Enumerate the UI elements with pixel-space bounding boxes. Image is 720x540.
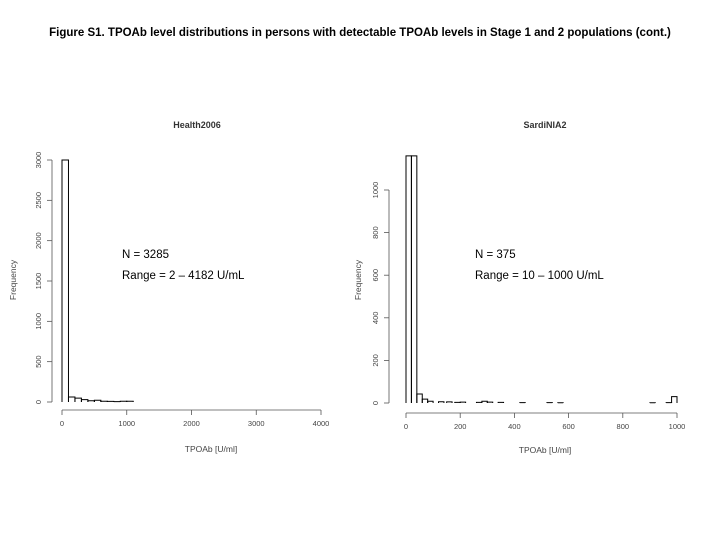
sardinia2-bar xyxy=(475,401,483,403)
health2006-bar xyxy=(126,400,134,402)
health2006-y-tick-label: 2500 xyxy=(34,192,43,209)
sardinia2-bar xyxy=(481,400,488,403)
sardinia2-x-label: TPOAb [U/ml] xyxy=(519,445,571,455)
health2006-x-label: TPOAb [U/ml] xyxy=(185,444,237,454)
health2006-y-label: Frequency xyxy=(8,259,18,300)
sardinia2-bar xyxy=(446,401,453,403)
health2006-x-tick-label: 0 xyxy=(60,419,64,428)
sardinia2-y-tick-label: 400 xyxy=(371,312,380,325)
sardinia2-x-tick-label: 0 xyxy=(404,422,408,431)
sardinia2-bar xyxy=(405,155,412,403)
sardinia2-y-tick-label: 200 xyxy=(371,354,380,367)
sardinia2-bar xyxy=(486,401,494,403)
sardinia2-y-label: Frequency xyxy=(353,259,363,300)
sardinia2-bar xyxy=(427,400,434,403)
sardinia2-bar xyxy=(416,393,423,403)
sardinia2-y-tick-label: 0 xyxy=(371,401,380,405)
health2006-range-label: Range = 2 – 4182 U/mL xyxy=(122,270,245,282)
sardinia2-bar xyxy=(454,401,461,403)
health2006-x-tick-label: 4000 xyxy=(313,419,330,428)
sardinia2-bar xyxy=(410,155,418,403)
sardinia2-x-tick-label: 200 xyxy=(454,422,467,431)
sardinia2-bar xyxy=(671,396,678,403)
health2006-y-tick-label: 3000 xyxy=(34,152,43,169)
health2006-x-tick-label: 1000 xyxy=(118,419,135,428)
sardinia2-bar xyxy=(497,401,505,403)
sardinia2-y-tick-label: 1000 xyxy=(371,182,380,199)
health2006-y-tick-label: 2000 xyxy=(34,232,43,249)
health2006-x-tick-label: 2000 xyxy=(183,419,200,428)
health2006-title: Health2006 xyxy=(173,120,221,130)
sardinia2-y-tick-label: 800 xyxy=(371,226,380,239)
sardinia2-x-tick-label: 800 xyxy=(617,422,630,431)
health2006-y-tick-label: 0 xyxy=(34,400,43,404)
sardinia2-title: SardiNIA2 xyxy=(523,120,566,130)
health2006-y-tick-label: 500 xyxy=(34,355,43,368)
health2006-bar xyxy=(61,159,69,402)
sardinia2-x-tick-label: 600 xyxy=(562,422,575,431)
sardinia2-x-tick-label: 1000 xyxy=(669,422,686,431)
sardinia2-n-label: N = 375 xyxy=(475,249,516,261)
health2006-y-tick-label: 1500 xyxy=(34,273,43,290)
sardinia2-bar xyxy=(438,401,445,403)
health2006-n-label: N = 3285 xyxy=(122,249,169,261)
health2006-y-tick-label: 1000 xyxy=(34,313,43,330)
sardinia2-bar xyxy=(459,401,467,403)
sardinia2-y-tick-label: 600 xyxy=(371,269,380,282)
health2006-x-tick-label: 3000 xyxy=(248,419,265,428)
figure-title: Figure S1. TPOAb level distributions in … xyxy=(49,27,671,39)
sardinia2-bar xyxy=(421,398,429,403)
sardinia2-x-tick-label: 400 xyxy=(508,422,521,431)
sardinia2-range-label: Range = 10 – 1000 U/mL xyxy=(475,270,604,282)
